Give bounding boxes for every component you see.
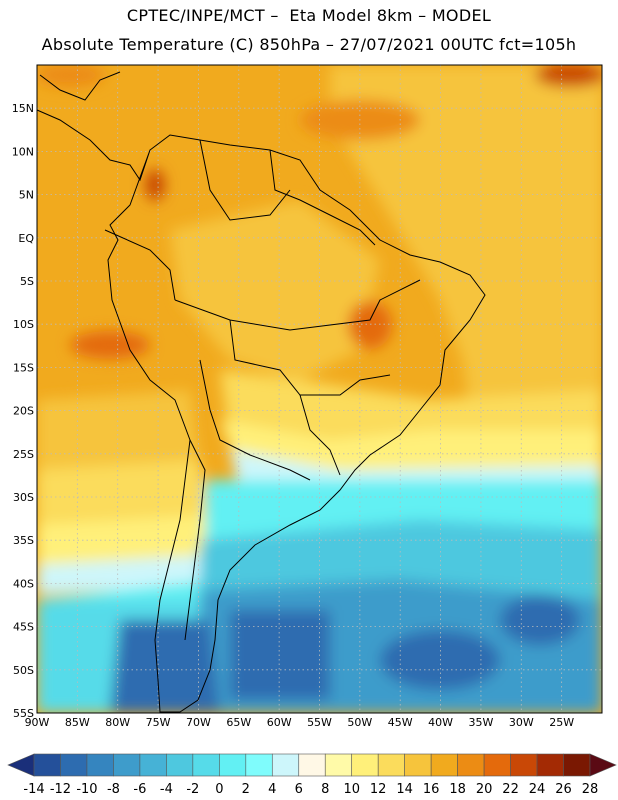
- lat-lon-gridlines: [37, 65, 602, 713]
- colorbar-tick-label: 24: [529, 782, 546, 797]
- lon-tick-label: 45W: [388, 716, 413, 729]
- colorbar-tick-label: 20: [476, 782, 493, 797]
- lat-tick-label: 50S: [13, 664, 34, 677]
- lat-tick-label: 15S: [13, 361, 34, 374]
- lat-tick-label: 15N: [12, 102, 34, 115]
- longitude-labels: 90W 85W 80W 75W 70W 65W 60W 55W 50W 45W 40W 35W 30W 2…: [25, 716, 575, 729]
- colorbar-tick-label: -10: [76, 782, 97, 797]
- colorbar-tick-label: 14: [396, 782, 413, 797]
- lat-tick-label: 25S: [13, 448, 34, 461]
- colorbar-tick-label: -12: [50, 782, 71, 797]
- temperature-field: [37, 65, 602, 713]
- colorbar-tick-label: -6: [133, 782, 146, 797]
- colorbar-swatch: [589, 753, 617, 777]
- lon-tick-label: 25W: [549, 716, 574, 729]
- colorbar-swatch: [351, 753, 379, 777]
- colorbar-tick-label: 16: [423, 782, 440, 797]
- colorbar-swatch: [166, 753, 194, 777]
- coastline-and-borders: [36, 71, 486, 713]
- colorbar-swatch: [563, 753, 591, 777]
- colorbar-tick-label: -4: [160, 782, 173, 797]
- latitude-labels: 15N 10N 5N EQ 5S 10S 15S 20S 25S 30S 35S 40S 45S 50S 5…: [12, 102, 35, 720]
- chart-title: CPTEC/INPE/MCT – Eta Model 8km – MODEL: [126, 6, 492, 25]
- colorbar-swatch: [192, 753, 220, 777]
- colorbar-tick-label: 18: [449, 782, 466, 797]
- lon-tick-label: 60W: [267, 716, 292, 729]
- colorbar-tick-label: 4: [268, 782, 276, 797]
- lat-tick-label: 20S: [13, 405, 34, 418]
- lon-tick-label: 85W: [65, 716, 90, 729]
- colorbar-swatch: [324, 753, 353, 777]
- lat-tick-label: 10S: [13, 318, 34, 331]
- plot-frame: [36, 64, 603, 714]
- lon-tick-label: 35W: [468, 716, 493, 729]
- colorbar-swatch: [536, 753, 564, 777]
- colorbar-tick-label: 28: [582, 782, 599, 797]
- colorbar-tick-label: -14: [23, 782, 44, 797]
- colorbar-tick-label: 26: [555, 782, 572, 797]
- colorbar-tick-label: 12: [370, 782, 387, 797]
- colorbar-swatch: [298, 753, 326, 777]
- lat-tick-label: 10N: [12, 145, 34, 158]
- lat-tick-label: 45S: [13, 621, 34, 634]
- lon-tick-label: 50W: [347, 716, 372, 729]
- colorbar-swatch: [377, 753, 405, 777]
- lat-tick-label: EQ: [18, 232, 34, 245]
- colorbar-swatch: [7, 753, 35, 777]
- lat-tick-label: 30S: [13, 491, 34, 504]
- lon-tick-label: 80W: [105, 716, 130, 729]
- colorbar-tick-label: 10: [343, 782, 360, 797]
- lat-tick-label: 55S: [13, 707, 34, 720]
- colorbar-swatch: [271, 753, 300, 777]
- colorbar-tick-label: 22: [502, 782, 519, 797]
- lat-tick-label: 5S: [20, 275, 34, 288]
- lat-tick-label: 35S: [13, 534, 34, 547]
- colorbar-swatch: [430, 753, 458, 777]
- lon-tick-label: 40W: [428, 716, 453, 729]
- chart-subtitle: Absolute Temperature (C) 850hPa – 27/07/…: [41, 35, 577, 54]
- colorbar-tick-label: 8: [321, 782, 329, 797]
- colorbar: [7, 753, 617, 777]
- colorbar-tick-label: -8: [107, 782, 120, 797]
- lat-tick-label: 5N: [19, 189, 34, 202]
- colorbar-swatch: [483, 753, 511, 777]
- colorbar-swatch: [219, 753, 247, 777]
- colorbar-swatch: [86, 753, 114, 777]
- colorbar-tick-label: -2: [186, 782, 199, 797]
- colorbar-swatch: [245, 753, 273, 777]
- lon-tick-label: 70W: [186, 716, 211, 729]
- lon-tick-label: 90W: [25, 716, 50, 729]
- colorbar-swatch: [510, 753, 538, 777]
- lat-tick-label: 40S: [13, 577, 34, 590]
- colorbar-swatch: [33, 753, 61, 777]
- colorbar-swatch: [457, 753, 485, 777]
- colorbar-tick-label: 2: [242, 782, 250, 797]
- colorbar-swatch: [113, 753, 141, 777]
- lon-tick-label: 65W: [226, 716, 251, 729]
- colorbar-tick-label: 0: [215, 782, 223, 797]
- colorbar-tick-label: 6: [295, 782, 303, 797]
- colorbar-swatch: [60, 753, 88, 777]
- colorbar-swatch: [404, 753, 432, 777]
- colorbar-labels: -14 -12 -10 -8 -6 -4 -2 0 2 4 6 8 10 12 14 16 18 20 22 24 26…: [23, 782, 598, 797]
- lon-tick-label: 55W: [307, 716, 332, 729]
- lon-tick-label: 30W: [509, 716, 534, 729]
- colorbar-swatch: [139, 753, 167, 777]
- lon-tick-label: 75W: [146, 716, 171, 729]
